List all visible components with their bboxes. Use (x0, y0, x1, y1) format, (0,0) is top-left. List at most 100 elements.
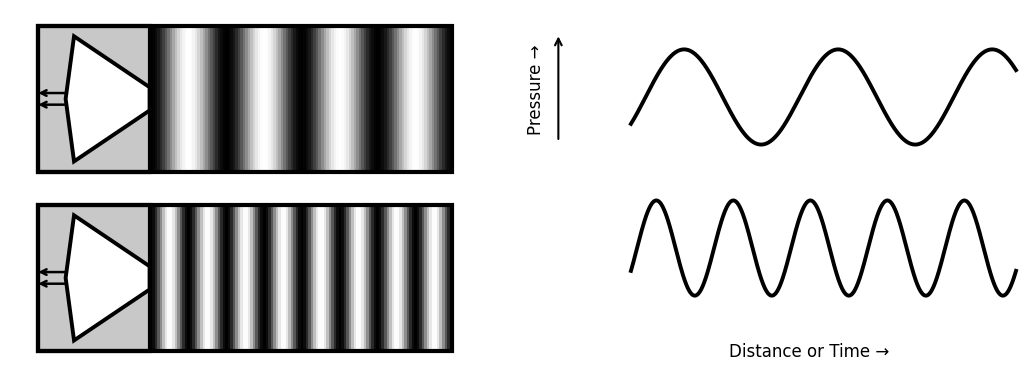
Bar (182, 26, 185, 172)
Bar (238, 26, 241, 172)
Bar (301, 205, 304, 351)
Bar (193, 205, 196, 351)
Bar (361, 205, 364, 351)
Bar (346, 26, 349, 172)
Bar (447, 26, 450, 172)
Bar (333, 26, 336, 172)
Bar (391, 205, 394, 351)
Text: Pressure →: Pressure → (527, 44, 544, 135)
Bar (368, 205, 372, 351)
Bar (278, 26, 282, 172)
Bar (248, 26, 250, 172)
Bar (354, 26, 357, 172)
Bar (296, 205, 299, 351)
Bar (386, 205, 389, 351)
Bar (424, 205, 427, 351)
Bar (419, 205, 422, 351)
Bar (212, 205, 215, 351)
Bar (189, 26, 193, 172)
Bar (324, 26, 326, 172)
Bar (308, 205, 312, 351)
Bar (263, 205, 266, 351)
Bar (189, 205, 193, 351)
Bar (432, 26, 435, 172)
Bar (361, 26, 364, 172)
Bar (407, 26, 410, 172)
Bar (288, 205, 291, 351)
Bar (200, 205, 203, 351)
Bar (351, 205, 354, 351)
Bar (152, 26, 155, 172)
Bar (205, 205, 208, 351)
Bar (331, 26, 334, 172)
Bar (405, 26, 407, 172)
Bar (233, 26, 236, 172)
Bar (159, 205, 162, 351)
Bar (203, 205, 206, 351)
Bar (177, 26, 180, 172)
Bar (424, 26, 427, 172)
Bar (220, 26, 224, 172)
Bar (172, 205, 175, 351)
Polygon shape (65, 36, 150, 162)
Bar (217, 205, 220, 351)
Bar (359, 205, 362, 351)
Bar (310, 205, 314, 351)
Bar (284, 26, 286, 172)
Bar (268, 205, 271, 351)
Bar (301, 26, 304, 172)
Bar (400, 26, 403, 172)
Bar (366, 26, 369, 172)
Bar (293, 26, 296, 172)
Bar (314, 26, 317, 172)
Bar (223, 205, 226, 351)
Bar (175, 205, 178, 351)
Bar (308, 26, 312, 172)
Bar (432, 205, 435, 351)
Bar (440, 26, 443, 172)
Bar (273, 205, 276, 351)
Bar (230, 26, 233, 172)
Bar (377, 205, 380, 351)
Bar (182, 205, 185, 351)
Bar (333, 205, 336, 351)
Bar (326, 205, 329, 351)
Bar (258, 205, 261, 351)
Bar (226, 26, 228, 172)
Bar (303, 205, 306, 351)
Bar (165, 26, 168, 172)
Bar (150, 205, 152, 351)
Bar (208, 26, 210, 172)
Bar (374, 26, 377, 172)
Bar (321, 26, 324, 172)
Bar (159, 26, 162, 172)
Bar (243, 205, 246, 351)
Bar (377, 26, 380, 172)
Bar (336, 205, 339, 351)
Bar (389, 26, 392, 172)
Bar (150, 26, 152, 172)
Bar (157, 26, 160, 172)
Bar (168, 26, 170, 172)
Bar (210, 26, 213, 172)
Bar (291, 26, 294, 172)
Bar (389, 205, 392, 351)
Bar (238, 205, 241, 351)
Bar (426, 26, 430, 172)
Bar (417, 26, 420, 172)
Bar (316, 26, 319, 172)
Bar (310, 26, 314, 172)
Bar (230, 205, 233, 351)
Bar (288, 26, 291, 172)
Bar (210, 205, 213, 351)
Bar (402, 205, 405, 351)
Bar (409, 205, 412, 351)
Bar (382, 26, 384, 172)
Bar (154, 205, 157, 351)
Bar (291, 205, 294, 351)
Bar (220, 205, 224, 351)
Bar (37, 26, 452, 172)
Bar (284, 205, 286, 351)
Bar (368, 26, 372, 172)
Bar (248, 205, 250, 351)
